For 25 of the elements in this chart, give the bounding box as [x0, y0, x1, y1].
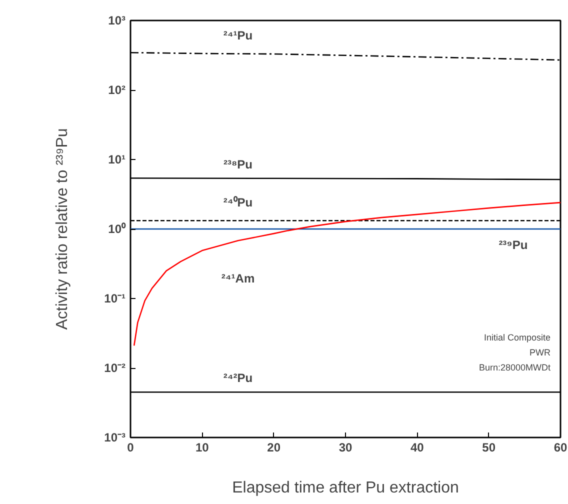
- series-label: ²⁴²Pu: [223, 371, 253, 386]
- series-label: ²⁴¹Pu: [223, 28, 253, 43]
- x-tick-label: 0: [127, 440, 134, 454]
- y-tick-label: 10⁰: [108, 222, 126, 236]
- y-tick-label: 10⁻¹: [104, 292, 126, 306]
- x-tick-label: 30: [338, 440, 352, 454]
- series-label: ²⁴⁰Pu: [223, 196, 253, 210]
- x-tick-label: 60: [554, 440, 568, 454]
- x-axis-title: Elapsed time after Pu extraction: [232, 480, 459, 496]
- x-tick-label: 10: [195, 440, 210, 454]
- y-tick-label: 10³: [108, 14, 126, 28]
- y-tick-label: 10⁻²: [104, 361, 126, 375]
- x-tick-label: 50: [482, 440, 496, 454]
- x-tick-label: 20: [267, 440, 281, 454]
- annotation: PWR: [530, 348, 551, 358]
- series-label: ²³⁸Pu: [224, 157, 252, 172]
- y-tick-label: 10²: [108, 83, 126, 97]
- y-tick-label: 10¹: [108, 152, 126, 166]
- y-tick-label: 10⁻³: [104, 430, 126, 444]
- annotation: Initial Composite: [484, 332, 550, 342]
- annotation: Burn:28000MWDt: [478, 362, 551, 372]
- y-axis-title: Activity ratio relative to ²³⁹Pu: [54, 128, 72, 330]
- text: ²⁴¹Am: [221, 272, 255, 286]
- series-label: ²³⁹Pu: [498, 238, 528, 252]
- x-tick-label: 40: [410, 440, 424, 454]
